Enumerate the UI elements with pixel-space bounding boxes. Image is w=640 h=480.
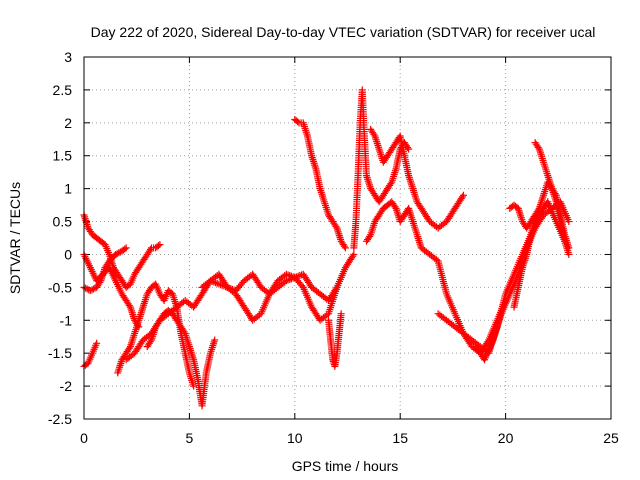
- y-tick-label: 2: [64, 115, 72, 131]
- data-point: [292, 273, 300, 281]
- x-tick-label: 15: [392, 430, 408, 446]
- x-tick-label: 5: [186, 430, 194, 446]
- series-track-m: [367, 125, 467, 232]
- series-track-d: [80, 244, 130, 295]
- y-axis-label: SDTVAR / TECUs: [7, 182, 23, 294]
- data-points: [80, 86, 573, 410]
- data-point: [391, 203, 399, 211]
- data-point: [154, 242, 162, 250]
- series-track-p: [510, 178, 573, 311]
- data-point: [340, 242, 348, 250]
- data-point: [298, 282, 306, 290]
- x-tick-label: 20: [498, 430, 514, 446]
- data-point: [565, 244, 573, 252]
- data-point: [239, 278, 247, 286]
- data-point: [121, 245, 129, 253]
- series-track-r: [506, 201, 543, 232]
- y-tick-label: -2.5: [48, 411, 72, 427]
- data-point: [366, 232, 374, 240]
- data-point: [332, 285, 340, 293]
- series-track-n: [434, 198, 569, 357]
- data-point: [213, 279, 221, 287]
- chart-title: Day 222 of 2020, Sidereal Day-to-day VTE…: [91, 24, 596, 40]
- data-point: [535, 204, 543, 212]
- data-point: [125, 301, 133, 309]
- data-point: [282, 277, 290, 285]
- y-tick-label: 0: [64, 246, 72, 262]
- data-point: [459, 191, 467, 199]
- data-point: [349, 252, 357, 260]
- data-point: [146, 246, 154, 254]
- data-point: [282, 270, 290, 278]
- data-point: [180, 328, 188, 336]
- series-track-j: [325, 310, 345, 370]
- data-point: [458, 193, 466, 201]
- series-track-i: [291, 116, 349, 252]
- series-track-c: [80, 339, 101, 370]
- series-track-k: [350, 86, 413, 252]
- data-point: [125, 344, 133, 352]
- data-point: [286, 275, 294, 283]
- data-point: [211, 336, 219, 344]
- data-point: [565, 218, 573, 226]
- data-point: [212, 279, 220, 287]
- y-tick-label: -0.5: [48, 279, 72, 295]
- data-point: [332, 222, 340, 230]
- data-point: [83, 285, 91, 293]
- data-point: [215, 280, 223, 288]
- data-point: [287, 275, 295, 283]
- series-track-g: [143, 306, 219, 410]
- data-point: [82, 284, 90, 292]
- x-axis-label: GPS time / hours: [292, 458, 399, 474]
- data-point: [88, 286, 96, 294]
- data-point: [112, 250, 120, 258]
- data-point: [89, 285, 97, 293]
- data-point: [217, 281, 225, 289]
- y-tick-label: -1.5: [48, 345, 72, 361]
- y-tick-label: -2: [60, 378, 73, 394]
- data-point: [337, 310, 345, 318]
- data-point: [115, 249, 123, 257]
- data-point: [405, 145, 413, 153]
- x-tick-label: 10: [287, 430, 303, 446]
- data-point: [551, 190, 559, 198]
- data-point: [333, 283, 341, 291]
- y-tick-label: 0.5: [53, 214, 73, 230]
- data-point: [387, 180, 395, 188]
- y-tick-label: 3: [64, 49, 72, 65]
- y-tick-label: 2.5: [53, 82, 73, 98]
- data-point: [156, 241, 164, 249]
- data-point: [122, 244, 130, 252]
- series-track-h: [198, 270, 341, 324]
- series-track-o: [472, 198, 573, 364]
- data-point: [289, 274, 297, 282]
- data-point: [86, 287, 94, 295]
- data-point: [294, 272, 302, 280]
- data-point: [284, 276, 292, 284]
- data-point: [294, 118, 302, 126]
- data-point: [146, 338, 154, 346]
- series-track-a: [80, 211, 164, 291]
- y-tick-label: 1.5: [53, 148, 73, 164]
- plot-frame: [83, 56, 612, 420]
- series-track-f: [122, 250, 358, 364]
- x-tick-label: 25: [603, 430, 619, 446]
- series-track-l: [362, 198, 510, 357]
- data-point: [113, 250, 121, 258]
- data-point: [291, 273, 299, 281]
- data-point: [341, 244, 349, 252]
- data-point: [350, 250, 358, 258]
- y-tick-label: 1: [64, 181, 72, 197]
- data-point: [565, 250, 573, 258]
- y-tick-label: -1: [60, 312, 73, 328]
- series-track-q: [531, 139, 573, 252]
- data-point: [370, 130, 378, 138]
- data-point: [96, 278, 104, 286]
- axis-ticks: 0 5 10 15 20 25 3 2.5 2 1.5 1 0.5 0 -0.5 -1 -1.5 -2 -2.5: [48, 49, 619, 446]
- x-tick-label: 0: [80, 430, 88, 446]
- data-point: [534, 206, 542, 214]
- data-point: [93, 339, 101, 347]
- data-point: [534, 144, 542, 151]
